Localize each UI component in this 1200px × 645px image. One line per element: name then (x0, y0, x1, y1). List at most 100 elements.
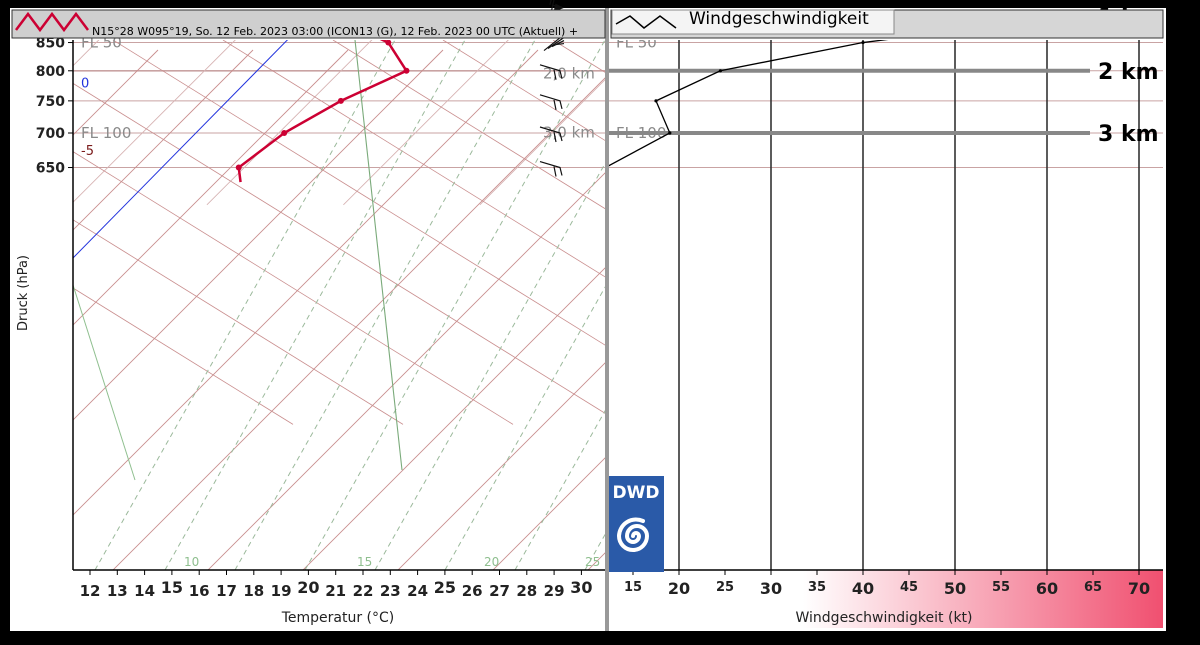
wind-speed-point (1160, 2, 1163, 5)
isotherm-label: 0 (81, 77, 89, 92)
temperature-point (235, 164, 242, 171)
dry-adiabat-line (112, 40, 605, 346)
mixing-ratio-label: 25 (585, 555, 600, 569)
isotherm-line (206, 40, 373, 206)
wind-barb-icon (549, 0, 552, 5)
x-tick-label: 55 (992, 580, 1010, 595)
height-label: 2,0 km (543, 65, 595, 83)
x-tick-label: 30 (570, 578, 592, 597)
dwd-logo-box (609, 476, 664, 572)
x-tick-label: 60 (1036, 579, 1058, 598)
dry-adiabat-line (112, 77, 605, 570)
x-tick-label: 35 (808, 580, 826, 595)
dry-adiabat-line (222, 40, 605, 278)
isotherm-line (479, 79, 605, 206)
wind-speed-point (718, 69, 723, 73)
dry-adiabat-line (73, 49, 444, 421)
dwd-logo: DWD (609, 476, 664, 572)
dry-adiabat-line (73, 287, 294, 425)
mixing-ratio-line (94, 40, 396, 570)
flight-level-label: FL 100 (81, 124, 131, 142)
x-axis-title: Temperatur (°C) (281, 610, 395, 626)
x-tick-label: 23 (380, 582, 401, 600)
temperature-point (281, 130, 288, 136)
zero-degree-isotherm (73, 40, 289, 259)
isotherm-line (73, 40, 236, 203)
wind-title: Windgeschwindigkeit (689, 9, 869, 29)
y-tick-label: 650 (36, 161, 65, 177)
skewt-background-lines (73, 40, 605, 570)
wind-barb-stroke (551, 4, 563, 8)
dry-adiabat-line (73, 49, 349, 326)
y-axis-title: Druck (hPa) (16, 255, 31, 331)
x-tick-label: 14 (134, 582, 155, 600)
isotherm-line (343, 40, 509, 206)
y-tick-label: 800 (36, 64, 65, 80)
wind-barb-stroke (539, 64, 563, 79)
mixing-ratio-line (304, 40, 605, 570)
height-annotation-label: 3 km (1098, 122, 1159, 147)
dry-adiabat-line (332, 40, 605, 210)
wind-speed-point (668, 131, 672, 135)
x-tick-label: 16 (189, 582, 210, 600)
dewpoint-point (0, 13, 3, 19)
x-tick-label: 20 (297, 578, 319, 597)
wind-legend-box (611, 9, 895, 35)
wind-speed-point (861, 40, 865, 45)
x-tick-label: 21 (325, 582, 346, 600)
wind-speed-point (654, 99, 658, 103)
flight-level-label: FL 50 (616, 34, 657, 52)
x-tick-label: 45 (900, 580, 918, 595)
mixing-ratio-line (234, 40, 536, 570)
x-tick-label: 19 (271, 582, 292, 600)
dry-adiabat-line (397, 362, 605, 570)
wind-axes: 15 20 25 30 35 40 45 50 55 60 65 70 Windgeschwindigk… (609, 569, 1163, 626)
wind-barb-icon (539, 64, 563, 80)
skewt-header-bar (11, 9, 606, 39)
dry-adiabat-line (302, 267, 605, 570)
skewt-header: N15°28 W095°19, So. 12 Feb. 2023 03:00 (… (11, 9, 606, 39)
temperature-point (403, 67, 410, 74)
wind-axis-gradient (609, 570, 1163, 628)
temperature-profile-line (237, 40, 409, 183)
saturation-line (73, 284, 136, 481)
wind-speed-line (609, 40, 889, 167)
wind-barb-icon (539, 160, 563, 177)
x-tick-label: 25 (716, 580, 734, 595)
x-tick-label: 70 (1128, 579, 1150, 598)
wind-barb-stroke (551, 40, 565, 48)
dry-adiabat-line (73, 82, 605, 414)
saturation-line (354, 40, 403, 471)
dry-adiabat-line (73, 219, 404, 425)
dwd-logo-text: DWD (613, 483, 660, 503)
wind-barb-stroke (553, 166, 557, 177)
height-label: 3,0 km (543, 124, 595, 142)
wind-barb-stroke (553, 131, 557, 143)
x-tick-label: 22 (353, 582, 374, 600)
x-tick-label: 25 (434, 578, 456, 597)
y-tick-label: 750 (36, 94, 65, 110)
x-tick-label: 13 (107, 582, 128, 600)
y-tick-label: 850 (36, 36, 65, 52)
temperature-point (315, 0, 321, 6)
x-tick-label: 15 (161, 578, 183, 597)
wind-barb-stroke (553, 99, 557, 110)
x-tick-label: 27 (489, 582, 510, 600)
x-tick-label: 12 (80, 582, 101, 600)
y-tick-label: 700 (36, 126, 65, 142)
temperature-point (337, 97, 344, 104)
wind-barb-stroke (539, 94, 563, 110)
wind-profile (609, 2, 1163, 167)
dry-adiabat-line (73, 49, 539, 516)
skewt-plot-area (73, 40, 605, 570)
mixing-ratio-label: 20 (484, 555, 499, 569)
mixing-ratio-line (514, 409, 605, 570)
temperature-point (385, 40, 392, 46)
x-tick-label: 29 (544, 582, 565, 600)
wind-header: Windgeschwindigkeit (610, 9, 1164, 39)
isotherm-line (73, 40, 100, 67)
wind-barb-stroke (539, 160, 563, 176)
